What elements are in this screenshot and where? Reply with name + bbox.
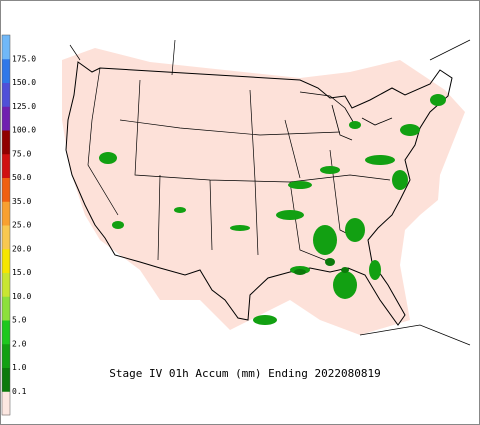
legend-swatch [2,248,10,273]
legend-label: 25.0 [12,221,31,230]
map-title: Stage IV 01h Accum (mm) Ending 202208081… [109,367,381,380]
state-borders [87,39,391,263]
legend-swatch [2,296,10,321]
legend-label: 100.0 [12,126,36,135]
legend-label: 20.0 [12,244,31,253]
great-lakes [299,91,393,141]
us-outline [65,61,453,326]
legend-swatch [2,106,10,131]
legend-swatch [2,177,10,202]
legend-label: 75.0 [12,149,31,158]
legend-label: 2.0 [12,339,27,348]
legend-label: 125.0 [12,102,36,111]
legend-swatch [2,391,10,416]
legend-label: 10.0 [12,292,31,301]
legend-swatch [2,201,10,226]
legend: 0.1 1.0 2.0 5.0 10.0 15.0 20.0 25.0 35.0 50.0 75.0… [1,34,36,416]
legend-swatch [2,225,10,250]
legend-swatch [2,153,10,178]
legend-swatch [2,58,10,83]
legend-swatch [2,272,10,297]
legend-label: 15.0 [12,268,31,277]
legend-label: 5.0 [12,316,27,325]
legend-swatch [2,343,10,368]
legend-swatch [2,35,10,60]
legend-label: 50.0 [12,173,31,182]
precip-heavy [294,258,349,275]
legend-label: 150.0 [12,78,36,87]
outer-coast [69,39,471,346]
legend-swatch [2,320,10,345]
precip-domain [62,48,465,335]
legend-swatch [2,130,10,155]
legend-swatch [2,82,10,107]
legend-label: 1.0 [12,363,27,372]
legend-label: 35.0 [12,197,31,206]
legend-label: 175.0 [12,54,36,63]
legend-label: 0.1 [12,387,27,396]
legend-border [1,34,11,416]
legend-swatch [2,367,10,392]
